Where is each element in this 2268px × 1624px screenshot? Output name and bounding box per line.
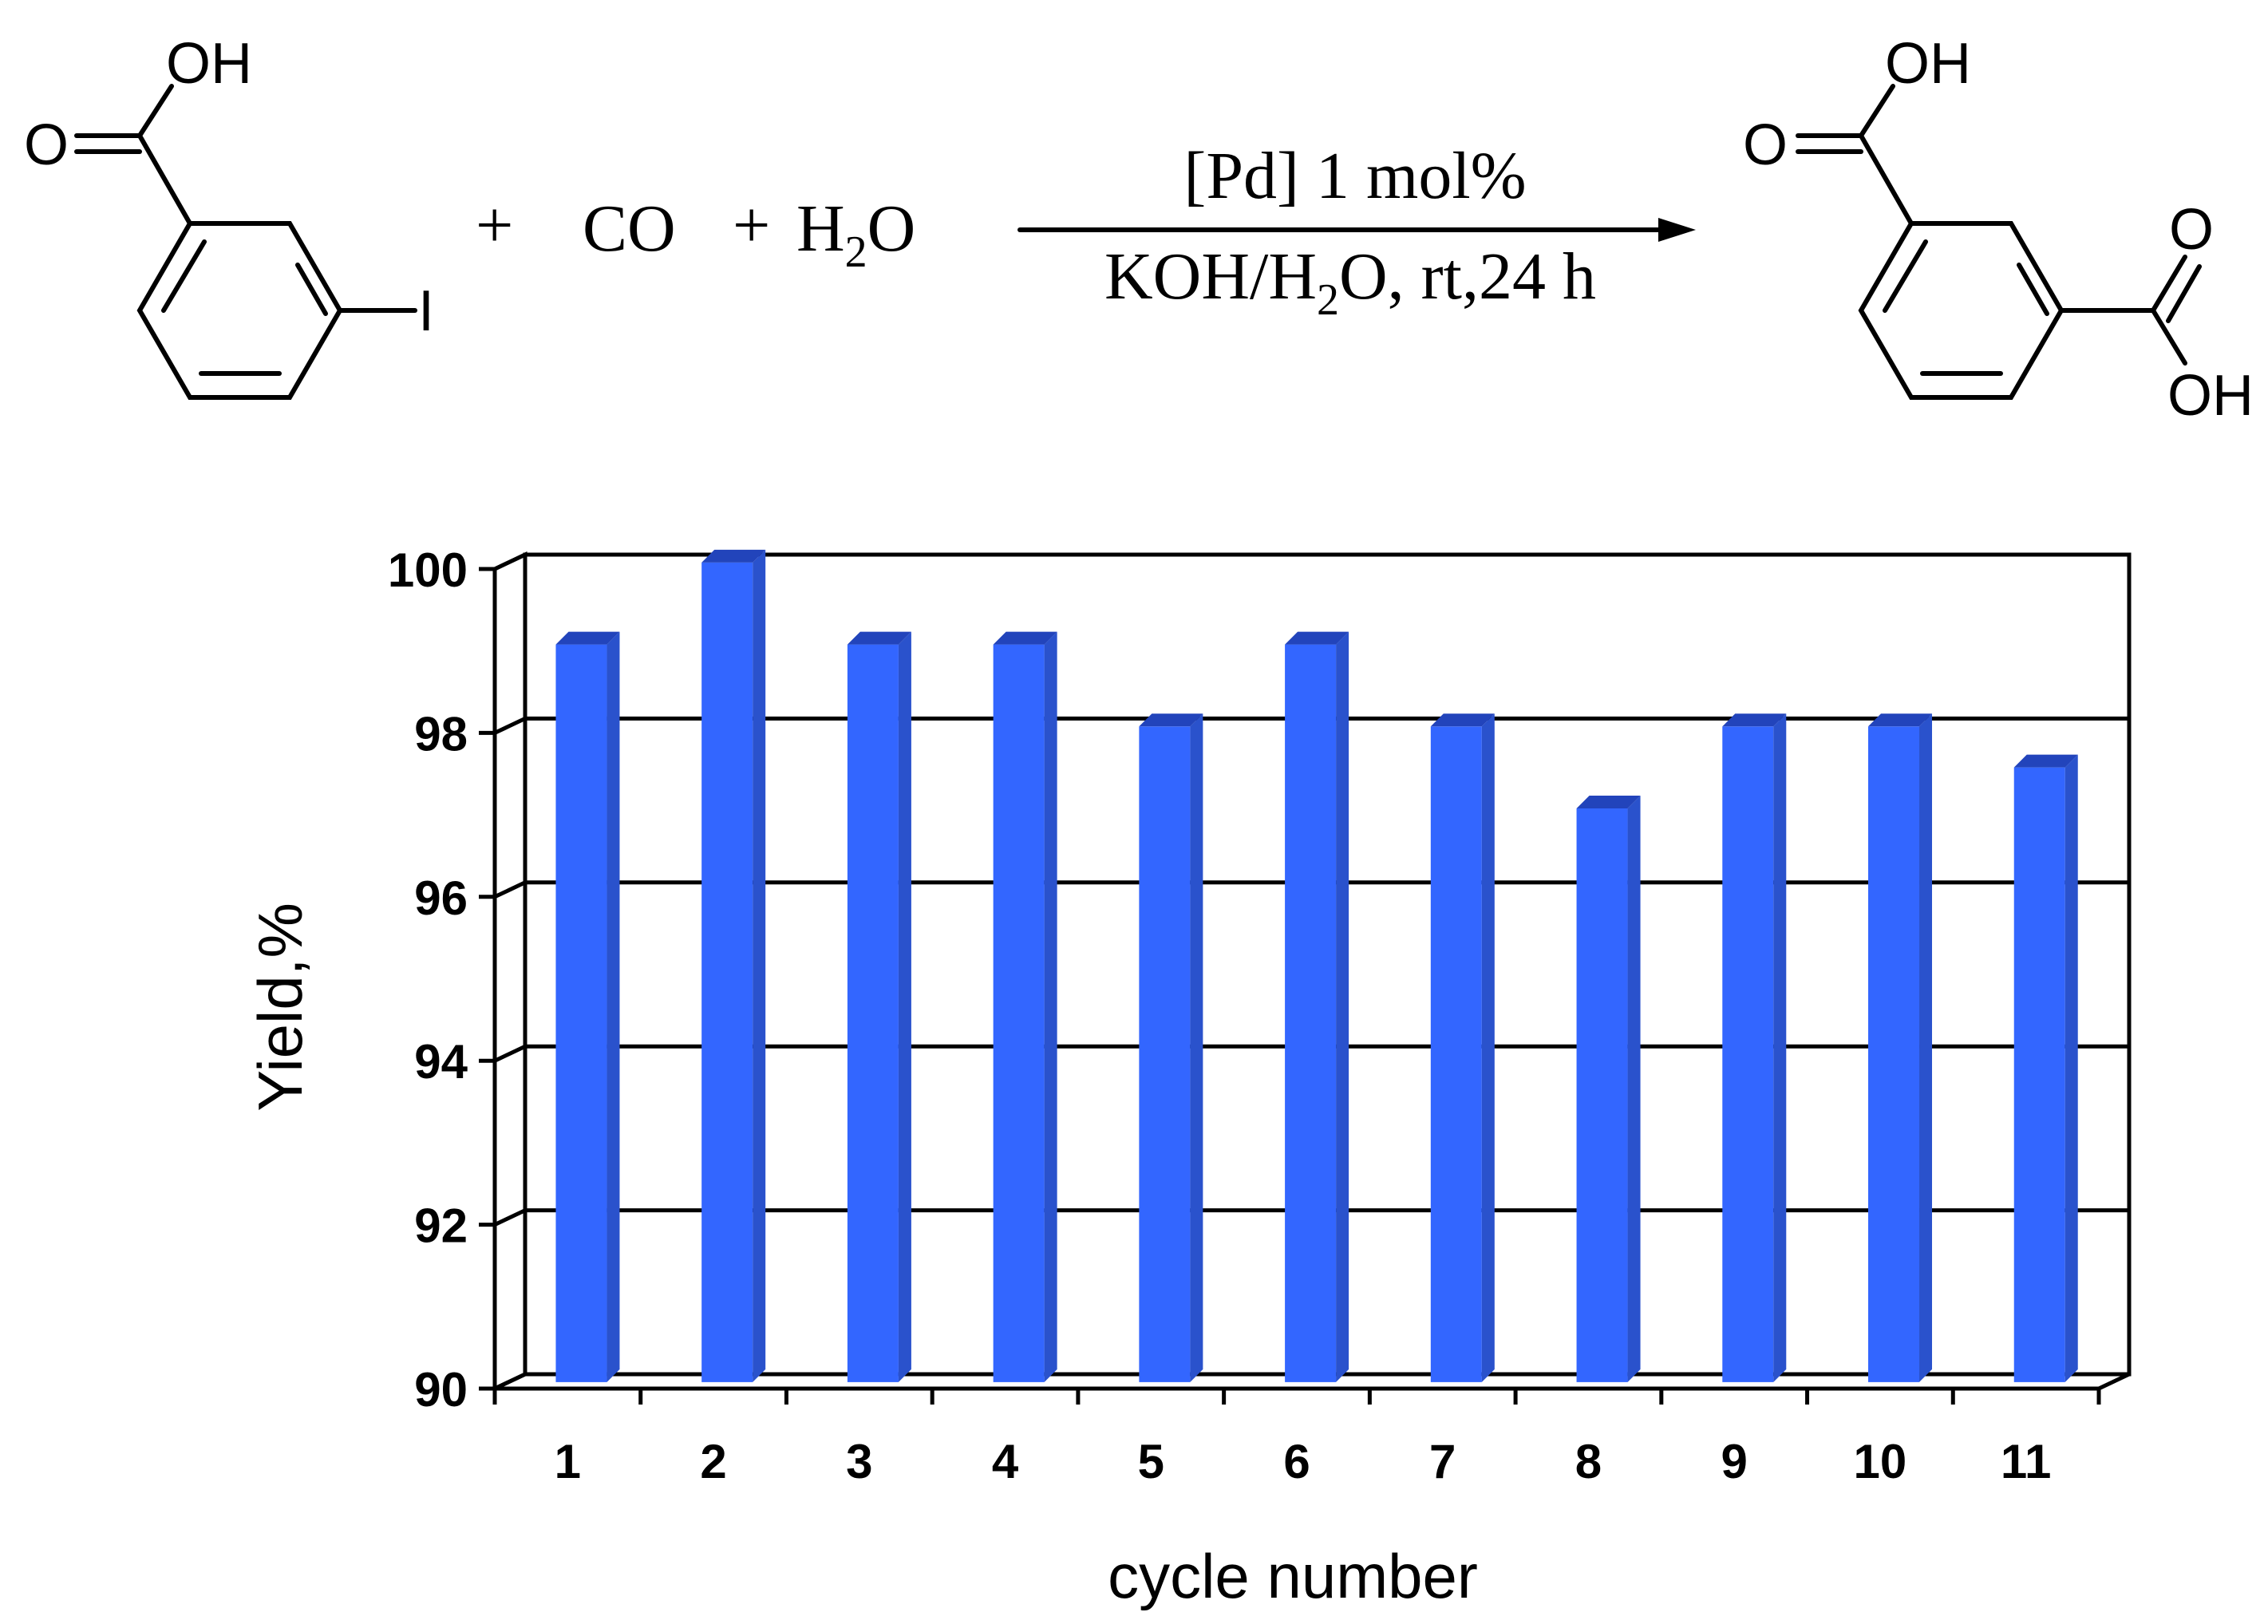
reaction-scheme — [74, 84, 2202, 400]
y-tick-label: 96 — [414, 871, 468, 925]
y-tick-label: 90 — [414, 1363, 468, 1417]
bar-front — [1430, 726, 1482, 1382]
reactant-o-label: O — [24, 113, 69, 177]
bar-side — [1481, 713, 1495, 1382]
bar-top — [1868, 713, 1933, 727]
reactant-oh-label: OH — [166, 32, 252, 96]
x-tick-label: 9 — [1721, 1435, 1747, 1488]
plus-sign: + — [476, 188, 513, 263]
x-tick-label: 6 — [1283, 1435, 1310, 1488]
bar-front — [1139, 726, 1191, 1382]
bar-top — [1722, 713, 1787, 727]
bar-front — [1868, 726, 1920, 1382]
y-tick-label: 92 — [414, 1199, 468, 1253]
product-oh-label: OH — [1885, 32, 1971, 96]
gridline-depth — [493, 717, 527, 735]
bar-front — [2013, 767, 2065, 1382]
x-tick-label: 4 — [992, 1435, 1019, 1488]
y-tick-label: 94 — [414, 1035, 468, 1089]
reactant-iodo-label: I — [418, 279, 434, 343]
bar-top — [1430, 713, 1495, 727]
gridline-depth — [493, 552, 527, 571]
bar-top — [847, 631, 911, 645]
bar-top — [1139, 713, 1203, 727]
carbon-monoxide-label: CO — [583, 192, 676, 266]
bar-front — [847, 644, 899, 1382]
product-o-right-label: O — [2169, 198, 2214, 262]
bar-side — [898, 631, 911, 1382]
reaction-arrow — [1017, 218, 1696, 242]
x-tick-label: 7 — [1429, 1435, 1456, 1488]
bar-side — [2065, 754, 2078, 1382]
x-tick-label: 8 — [1575, 1435, 1602, 1488]
gridline-depth — [493, 1044, 527, 1063]
bar-side — [1044, 631, 1057, 1382]
bar-top — [2013, 754, 2078, 768]
y-tick-labels: 90 92 94 96 98 100 — [388, 543, 495, 1417]
bar-top — [993, 631, 1057, 645]
bar-top — [1576, 796, 1641, 808]
bar-side — [1919, 713, 1933, 1382]
bar-side — [607, 631, 620, 1382]
bar-side — [1627, 796, 1641, 1382]
side-wall — [492, 551, 527, 1392]
bar-top — [701, 549, 766, 563]
x-tick-label: 1 — [555, 1435, 581, 1488]
plus-sign-2: + — [733, 188, 770, 263]
x-tick-label: 3 — [846, 1435, 872, 1488]
x-tick-labels: 1 2 3 4 5 6 7 8 9 10 11 — [492, 1389, 2101, 1488]
product-o-label: O — [1743, 113, 1788, 177]
bar-front — [993, 644, 1045, 1382]
x-tick-label: 11 — [2001, 1435, 2051, 1488]
bar — [1430, 713, 1495, 1382]
bar-front — [1576, 808, 1628, 1382]
bar-side — [1190, 713, 1203, 1382]
reactant-structure — [74, 84, 417, 400]
y-tick-label: 100 — [388, 543, 468, 597]
bar — [1868, 713, 1933, 1382]
conditions-bottom: KOH/H2O, rt,24 h — [1104, 239, 1596, 325]
product-oh-right-label: OH — [2167, 364, 2254, 428]
bar — [847, 631, 911, 1382]
x-axis-label: cycle number — [1108, 1541, 1478, 1611]
x-tick-label: 5 — [1138, 1435, 1164, 1488]
bar-front — [555, 644, 607, 1382]
x-tick-label: 10 — [1854, 1435, 1907, 1488]
conditions-top: [Pd] 1 mol% — [1183, 139, 1526, 213]
bars — [555, 549, 2078, 1382]
y-tick-label: 98 — [414, 707, 468, 761]
y-axis-label: Yield,% — [245, 903, 315, 1112]
bar — [2013, 754, 2078, 1382]
bar-top — [1285, 631, 1349, 645]
bar-side — [753, 549, 766, 1382]
bar-front — [1722, 726, 1774, 1382]
bar-side — [1336, 631, 1349, 1382]
bar — [555, 631, 620, 1382]
bar-chart: 90 92 94 96 98 100 1 2 3 4 5 6 7 8 9 10 11 cycle number… — [245, 543, 2132, 1611]
x-tick-label: 2 — [700, 1435, 726, 1488]
product-structure — [1796, 84, 2202, 400]
reaction-labels: OH O I + CO + H2O [Pd] 1 mol% KOH/H2O, r… — [24, 32, 2254, 428]
bar — [1285, 631, 1349, 1382]
bar — [1139, 713, 1203, 1382]
bar — [701, 549, 766, 1382]
bar-front — [1285, 644, 1337, 1382]
bar-top — [555, 631, 620, 645]
gridline-depth — [493, 1208, 527, 1227]
water-label: H2O — [796, 192, 915, 277]
bar — [993, 631, 1057, 1382]
bar — [1722, 713, 1787, 1382]
bar-side — [1773, 713, 1787, 1382]
gridline-depth — [493, 880, 527, 899]
bar-front — [701, 562, 753, 1382]
bar — [1576, 796, 1641, 1382]
